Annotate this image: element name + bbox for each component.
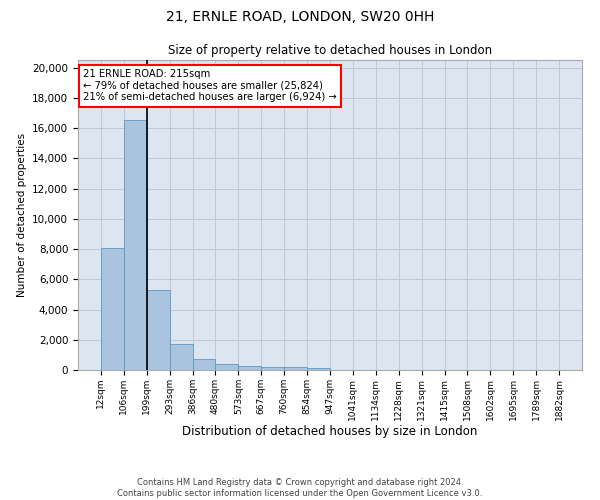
- Bar: [124, 120, 147, 370]
- Text: 21, ERNLE ROAD, LONDON, SW20 0HH: 21, ERNLE ROAD, LONDON, SW20 0HH: [166, 10, 434, 24]
- Bar: [170, 344, 193, 370]
- Bar: [261, 366, 284, 370]
- Title: Size of property relative to detached houses in London: Size of property relative to detached ho…: [168, 44, 492, 58]
- Bar: [307, 368, 330, 370]
- Bar: [101, 248, 124, 370]
- Y-axis label: Number of detached properties: Number of detached properties: [17, 133, 26, 297]
- X-axis label: Distribution of detached houses by size in London: Distribution of detached houses by size …: [182, 426, 478, 438]
- Bar: [193, 360, 215, 370]
- Text: Contains HM Land Registry data © Crown copyright and database right 2024.
Contai: Contains HM Land Registry data © Crown c…: [118, 478, 482, 498]
- Bar: [147, 290, 170, 370]
- Bar: [284, 367, 307, 370]
- Text: 21 ERNLE ROAD: 215sqm
← 79% of detached houses are smaller (25,824)
21% of semi-: 21 ERNLE ROAD: 215sqm ← 79% of detached …: [83, 70, 337, 102]
- Bar: [238, 366, 261, 370]
- Bar: [215, 364, 238, 370]
